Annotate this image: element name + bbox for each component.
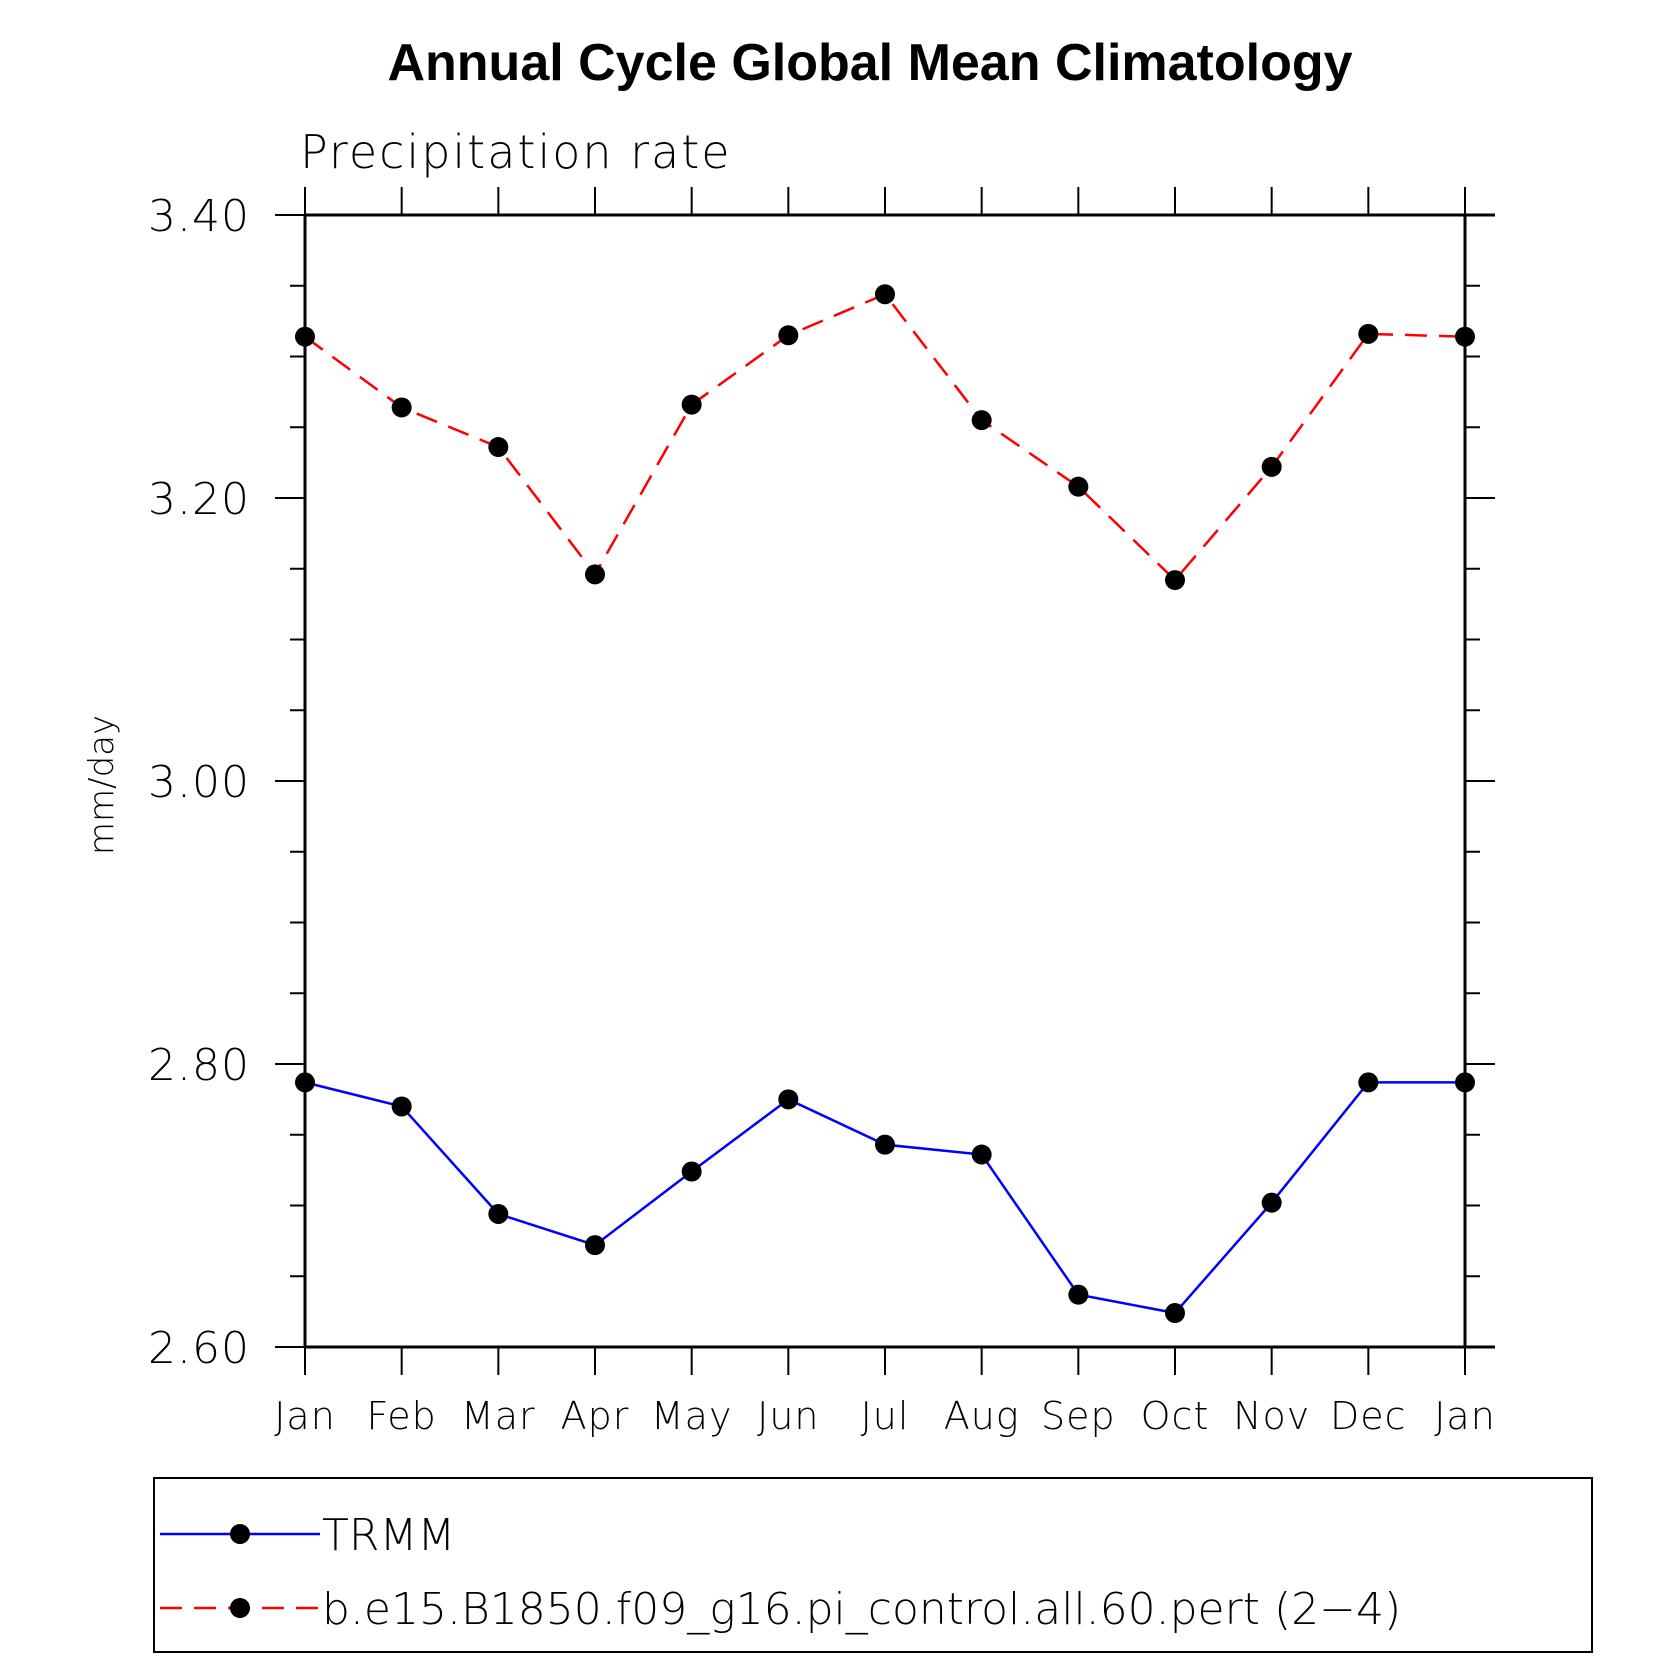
data-point bbox=[585, 564, 605, 585]
legend-marker-1 bbox=[230, 1598, 250, 1618]
chart-subtitle: Precipitation rate bbox=[300, 125, 732, 179]
data-point bbox=[295, 326, 315, 347]
y-axis-ticks: 2.60 2.80 3.00 3.20 3.40 bbox=[148, 191, 1495, 1374]
series-1 bbox=[295, 284, 1475, 591]
data-point bbox=[1358, 1072, 1379, 1093]
x-tick-label: Jul bbox=[861, 1394, 910, 1438]
x-tick-label: Jan bbox=[274, 1394, 336, 1438]
legend-marker-0 bbox=[230, 1524, 250, 1544]
data-point bbox=[778, 325, 799, 346]
y-tick-label: 3.00 bbox=[148, 757, 250, 808]
data-point bbox=[1261, 456, 1282, 477]
x-tick-label: May bbox=[651, 1394, 733, 1438]
x-tick-label: Feb bbox=[367, 1394, 437, 1438]
data-point bbox=[295, 1072, 315, 1093]
x-tick-label: Apr bbox=[561, 1394, 630, 1438]
data-point bbox=[875, 284, 895, 305]
series-line bbox=[304, 292, 1466, 582]
y-tick-label: 2.60 bbox=[148, 1323, 250, 1374]
data-point bbox=[1358, 323, 1379, 344]
chart-title: Annual Cycle Global Mean Climatology bbox=[387, 34, 1352, 92]
data-point bbox=[1455, 1072, 1475, 1093]
series-line bbox=[304, 1081, 1465, 1315]
series-0 bbox=[295, 1072, 1475, 1324]
x-tick-label: Dec bbox=[1330, 1394, 1407, 1438]
data-point bbox=[971, 410, 992, 431]
y-tick-label: 2.80 bbox=[148, 1040, 250, 1091]
data-point bbox=[681, 1161, 702, 1182]
x-tick-label: Oct bbox=[1141, 1394, 1210, 1438]
x-tick-label: Mar bbox=[461, 1394, 536, 1438]
y-tick-label: 3.20 bbox=[148, 474, 250, 525]
data-point bbox=[1068, 476, 1089, 497]
data-point bbox=[585, 1235, 605, 1256]
x-tick-label: Nov bbox=[1233, 1394, 1310, 1438]
data-point bbox=[1165, 570, 1185, 591]
axes bbox=[303, 213, 1495, 1349]
series-layer bbox=[295, 284, 1475, 1324]
data-point bbox=[1455, 326, 1475, 347]
data-point bbox=[488, 437, 509, 458]
x-tick-label: Jun bbox=[757, 1394, 819, 1438]
data-point bbox=[391, 397, 412, 418]
x-tick-label: Jan bbox=[1434, 1394, 1496, 1438]
data-point bbox=[875, 1134, 895, 1155]
data-point bbox=[1261, 1192, 1282, 1213]
data-point bbox=[971, 1144, 992, 1165]
legend-label-1: b.e15.B1850.f09_g16.pi_control.all.60.pe… bbox=[322, 1584, 1401, 1635]
data-point bbox=[681, 394, 702, 415]
y-tick-label: 3.40 bbox=[148, 191, 250, 242]
x-tick-label: Sep bbox=[1041, 1394, 1116, 1438]
legend-label-0: TRMM bbox=[322, 1510, 455, 1561]
x-tick-label: Aug bbox=[944, 1394, 1020, 1438]
data-point bbox=[391, 1096, 412, 1117]
x-axis-ticks: Jan Feb Mar Apr May Jun Jul Aug Sep Oct Nov Dec Jan bbox=[274, 187, 1496, 1438]
legend: TRMM b.e15.B1850.f09_g16.pi_control.all.6… bbox=[153, 1477, 1593, 1653]
legend-box bbox=[153, 1477, 1593, 1653]
data-point bbox=[1068, 1284, 1089, 1305]
data-point bbox=[1165, 1303, 1185, 1324]
data-point bbox=[778, 1089, 799, 1110]
data-point bbox=[488, 1203, 509, 1224]
y-axis-label: mm/day bbox=[82, 715, 122, 855]
